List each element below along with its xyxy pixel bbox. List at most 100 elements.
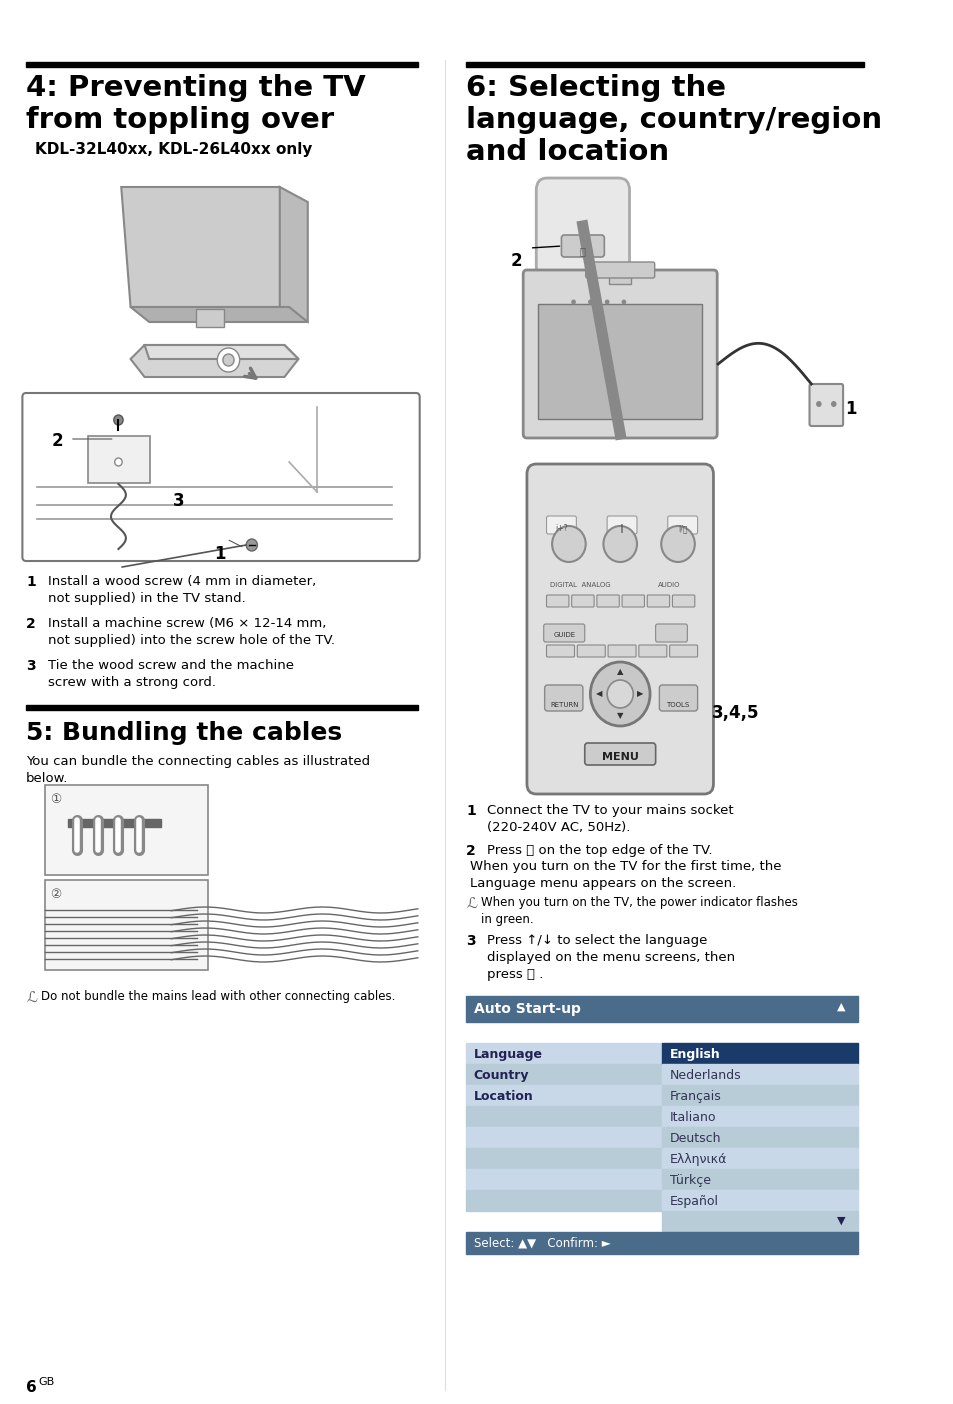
Text: ▼: ▼ <box>617 712 623 720</box>
Text: Install a machine screw (M6 × 12-14 mm,
not supplied) into the screw hole of the: Install a machine screw (M6 × 12-14 mm, … <box>49 616 335 647</box>
Text: GUIDE: GUIDE <box>553 632 575 637</box>
Bar <box>661 1212 857 1231</box>
Text: ℒ: ℒ <box>466 896 476 911</box>
Bar <box>466 1148 661 1170</box>
Bar <box>466 1043 661 1064</box>
Text: Ελληνικά: Ελληνικά <box>669 1153 726 1165</box>
Text: ▼: ▼ <box>836 1216 844 1226</box>
Text: When you turn on the TV, the power indicator flashes
in green.: When you turn on the TV, the power indic… <box>480 896 798 925</box>
Bar <box>26 62 417 67</box>
Text: Tie the wood screw and the machine
screw with a strong cord.: Tie the wood screw and the machine screw… <box>49 658 294 689</box>
Text: You can bundle the connecting cables as illustrated
below.: You can bundle the connecting cables as … <box>26 755 370 785</box>
Text: 3: 3 <box>466 934 476 948</box>
Text: 3: 3 <box>172 491 184 510</box>
Bar <box>45 785 208 875</box>
FancyBboxPatch shape <box>809 385 842 425</box>
Text: Deutsch: Deutsch <box>669 1132 720 1146</box>
FancyBboxPatch shape <box>536 178 629 278</box>
Bar <box>661 1170 857 1191</box>
FancyBboxPatch shape <box>544 685 582 710</box>
FancyBboxPatch shape <box>672 595 694 607</box>
FancyBboxPatch shape <box>669 644 697 657</box>
Bar <box>195 309 224 327</box>
Text: ②: ② <box>51 887 62 901</box>
Text: Select: ▲▼   Confirm: ►: Select: ▲▼ Confirm: ► <box>474 1237 610 1250</box>
Circle shape <box>604 299 609 305</box>
Text: Nederlands: Nederlands <box>669 1068 740 1082</box>
Text: 2: 2 <box>26 616 36 630</box>
Circle shape <box>223 354 233 366</box>
Text: Press ↑/↓ to select the language
displayed on the menu screens, then
press ⓘ .: Press ↑/↓ to select the language display… <box>486 934 734 981</box>
Text: ℒ: ℒ <box>26 990 37 1005</box>
Circle shape <box>246 539 257 550</box>
Text: Italiano: Italiano <box>669 1111 716 1125</box>
Bar <box>466 1106 661 1127</box>
FancyBboxPatch shape <box>543 623 584 642</box>
Text: language, country/region: language, country/region <box>466 105 882 133</box>
Text: Español: Español <box>669 1195 718 1207</box>
Polygon shape <box>121 187 289 307</box>
FancyBboxPatch shape <box>659 685 697 710</box>
Bar <box>466 1231 857 1254</box>
FancyBboxPatch shape <box>585 263 654 278</box>
Bar <box>661 1043 857 1064</box>
Circle shape <box>552 526 585 562</box>
Text: Türkçe: Türkçe <box>669 1174 710 1186</box>
Text: 3: 3 <box>26 658 35 673</box>
FancyBboxPatch shape <box>22 393 419 562</box>
FancyBboxPatch shape <box>546 644 574 657</box>
Text: 2: 2 <box>466 844 476 858</box>
Text: 5: Bundling the cables: 5: Bundling the cables <box>26 722 342 746</box>
FancyBboxPatch shape <box>571 595 594 607</box>
Bar <box>466 1064 661 1085</box>
Text: Auto Start-up: Auto Start-up <box>474 1002 580 1016</box>
Text: RETURN: RETURN <box>550 702 578 708</box>
Text: ▲: ▲ <box>617 667 623 677</box>
Text: When you turn on the TV for the first time, the
Language menu appears on the scr: When you turn on the TV for the first ti… <box>470 861 781 890</box>
FancyBboxPatch shape <box>561 234 603 257</box>
Text: Press ⓘ on the top edge of the TV.: Press ⓘ on the top edge of the TV. <box>486 844 712 856</box>
Text: ⭘: ⭘ <box>579 246 585 256</box>
Polygon shape <box>131 307 308 322</box>
Circle shape <box>660 526 694 562</box>
Text: Connect the TV to your mains socket
(220-240V AC, 50Hz).: Connect the TV to your mains socket (220… <box>486 804 733 834</box>
Polygon shape <box>131 345 298 378</box>
FancyBboxPatch shape <box>646 595 669 607</box>
Text: KDL-32L40xx, KDL-26L40xx only: KDL-32L40xx, KDL-26L40xx only <box>35 142 313 157</box>
FancyBboxPatch shape <box>88 437 150 483</box>
Text: MENU: MENU <box>601 753 638 762</box>
Text: 1: 1 <box>214 545 226 563</box>
Text: ▲: ▲ <box>836 1002 844 1012</box>
Text: ‖: ‖ <box>619 524 623 534</box>
Circle shape <box>114 458 122 466</box>
FancyBboxPatch shape <box>546 517 576 534</box>
Bar <box>466 1191 661 1212</box>
Text: 6: Selecting the: 6: Selecting the <box>466 74 725 102</box>
Text: 2: 2 <box>511 251 522 270</box>
FancyBboxPatch shape <box>522 270 717 438</box>
Text: from toppling over: from toppling over <box>26 105 334 133</box>
Text: Français: Français <box>669 1090 720 1104</box>
Bar <box>661 1085 857 1106</box>
Text: TOOLS: TOOLS <box>666 702 689 708</box>
FancyBboxPatch shape <box>667 517 697 534</box>
Text: Country: Country <box>474 1068 529 1082</box>
Text: and location: and location <box>466 138 669 166</box>
FancyBboxPatch shape <box>607 644 636 657</box>
Text: Location: Location <box>474 1090 533 1104</box>
Text: 2: 2 <box>51 432 63 451</box>
Bar <box>661 1191 857 1212</box>
Polygon shape <box>145 345 298 359</box>
FancyBboxPatch shape <box>584 743 655 765</box>
FancyBboxPatch shape <box>655 623 686 642</box>
Circle shape <box>603 526 637 562</box>
Circle shape <box>621 299 625 305</box>
Bar <box>45 880 208 970</box>
Text: Install a wood screw (4 mm in diameter,
not supplied) in the TV stand.: Install a wood screw (4 mm in diameter, … <box>49 576 316 605</box>
Bar <box>466 1085 661 1106</box>
Bar <box>466 1127 661 1148</box>
FancyBboxPatch shape <box>621 595 644 607</box>
FancyBboxPatch shape <box>546 595 568 607</box>
Text: 3,4,5: 3,4,5 <box>711 703 759 722</box>
FancyBboxPatch shape <box>597 595 618 607</box>
